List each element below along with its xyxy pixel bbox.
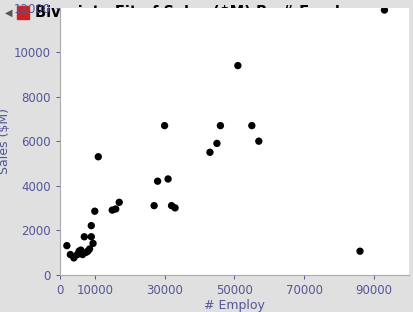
- Point: [165, 177, 171, 182]
- Point: [151, 203, 157, 208]
- Point: [85, 249, 91, 254]
- Y-axis label: Sales ($M): Sales ($M): [0, 108, 11, 174]
- Point: [88, 223, 95, 228]
- Point: [79, 252, 86, 257]
- Point: [109, 207, 116, 212]
- Point: [154, 179, 161, 184]
- Point: [116, 200, 123, 205]
- Point: [206, 150, 213, 155]
- Bar: [17, 6, 29, 19]
- Point: [76, 249, 82, 254]
- Point: [88, 234, 95, 239]
- Point: [83, 250, 89, 255]
- Point: [74, 252, 81, 257]
- Point: [168, 203, 175, 208]
- Point: [81, 234, 88, 239]
- Point: [357, 249, 363, 254]
- Point: [95, 154, 102, 159]
- Point: [381, 7, 388, 12]
- Point: [112, 207, 119, 212]
- Point: [64, 243, 70, 248]
- Point: [256, 139, 262, 144]
- Point: [161, 123, 168, 128]
- X-axis label: # Employ: # Employ: [204, 300, 265, 312]
- Point: [172, 205, 178, 210]
- Point: [214, 141, 220, 146]
- Point: [235, 63, 241, 68]
- Text: ◀: ◀: [5, 8, 12, 18]
- Point: [67, 252, 74, 257]
- Point: [71, 256, 77, 261]
- Point: [249, 123, 255, 128]
- Text: Bivariate Fit of Sales ($M) By # Employ: Bivariate Fit of Sales ($M) By # Employ: [35, 5, 359, 20]
- Point: [90, 241, 96, 246]
- Point: [86, 246, 93, 251]
- Point: [217, 123, 224, 128]
- Point: [92, 209, 98, 214]
- Point: [78, 248, 84, 253]
